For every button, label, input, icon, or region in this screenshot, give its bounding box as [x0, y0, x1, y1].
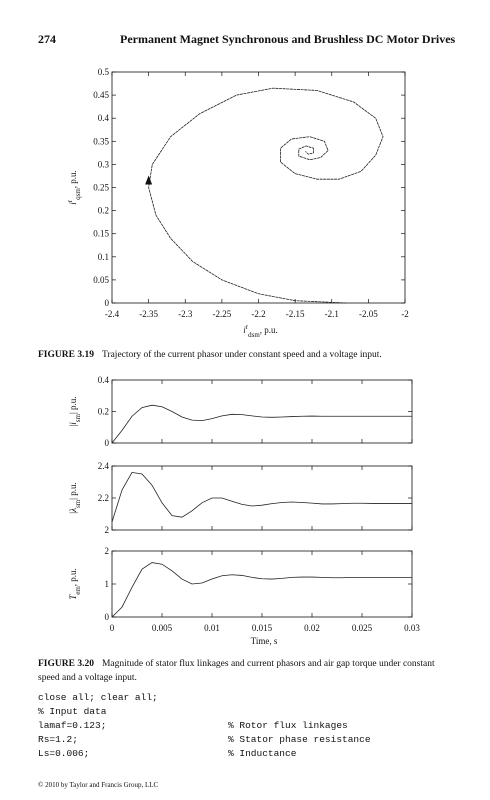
label-part: λ [68, 508, 78, 513]
label-part: r [246, 323, 249, 331]
running-title: Permanent Magnet Synchronous and Brushle… [120, 32, 456, 46]
x-tick-label: -2 [401, 309, 409, 319]
direction-arrow [145, 175, 153, 185]
data-line [111, 562, 412, 618]
label-part: | [68, 425, 78, 427]
label-part: i [68, 422, 78, 425]
label-part: r [66, 199, 74, 202]
y-tick-label: 0 [105, 438, 110, 448]
y-tick-label: 2 [105, 546, 110, 556]
x-tick-label: 0 [110, 623, 115, 633]
x-tick-label: -2.05 [359, 309, 378, 319]
y-tick-label: 0.25 [93, 183, 109, 193]
x-tick-label: -2.15 [286, 309, 305, 319]
code-line: lamaf=0.123; [38, 720, 107, 731]
label-part: , p.u. [260, 325, 278, 335]
y-tick-label: 0.2 [98, 407, 109, 417]
y-tick-label: 2 [105, 525, 110, 535]
label-part: em [74, 586, 82, 595]
label-part: sm [74, 499, 82, 508]
x-tick-label: -2.2 [251, 309, 265, 319]
data-line [148, 87, 384, 304]
caption-text: Magnitude of stator flux linkages and cu… [38, 659, 435, 683]
y-tick-label: 0 [105, 612, 110, 622]
label-part: dsm [248, 331, 260, 339]
y-tick-label: 0.1 [98, 252, 109, 262]
data-line [111, 471, 412, 523]
y-tick-label: 0.2 [98, 206, 109, 216]
code-comment: % Inductance [228, 748, 297, 759]
label-part: , p.u. [68, 568, 78, 586]
plot-frame [111, 550, 413, 618]
y-tick-label: 2.4 [98, 461, 110, 471]
code-comment: % Stator phase resistance [228, 734, 371, 745]
code-comment: % Rotor flux linkages [228, 720, 348, 731]
label-part: i [243, 325, 246, 335]
plot-frame [111, 71, 406, 304]
page-number: 274 [38, 32, 56, 46]
y-tick-label: 0.4 [98, 375, 110, 385]
label-part: | p.u. [68, 482, 78, 500]
x-tick-label: -2.1 [325, 309, 339, 319]
y-tick-label: 0.5 [98, 67, 110, 77]
code-line: Ls=0.006; [38, 748, 90, 759]
label-part: sm [74, 413, 82, 422]
plot-frame [111, 465, 413, 531]
label-part: Time, s [251, 636, 278, 646]
x-tick-label: 0.015 [252, 623, 273, 633]
caption: FIGURE 3.20 Magnitude of stator flux link… [38, 657, 458, 685]
y-tick-label: 0.05 [93, 275, 109, 285]
y-tick-label: 1 [105, 579, 110, 589]
axis-label: irdsm, p.u. [243, 323, 278, 339]
x-tick-label: 0.03 [404, 623, 420, 633]
x-tick-label: 0.025 [352, 623, 373, 633]
axis-label: Tem, p.u. [68, 568, 82, 600]
axis-label: |λsm| p.u. [68, 482, 82, 513]
caption-text: Trajectory of the current phasor under c… [101, 350, 382, 360]
y-tick-label: 2.2 [98, 493, 109, 503]
axis-label: irqsm, p.u. [66, 170, 82, 205]
x-tick-label: -2.25 [213, 309, 232, 319]
caption-label: FIGURE 3.20 [38, 659, 94, 669]
x-tick-label: -2.3 [178, 309, 193, 319]
y-tick-label: 0.15 [93, 229, 109, 239]
code-line: % Input data [38, 706, 107, 717]
code-line: Rs=1.2; [38, 734, 78, 745]
x-tick-label: 0.01 [204, 623, 220, 633]
x-tick-label: 0.02 [304, 623, 320, 633]
label-part: , p.u. [68, 170, 78, 188]
label-part: T [68, 594, 78, 600]
x-tick-label: -2.4 [105, 309, 120, 319]
caption-label: FIGURE 3.19 [38, 350, 94, 360]
x-tick-label: -2.35 [139, 309, 158, 319]
y-tick-label: 0 [105, 298, 110, 308]
plot-frame [111, 379, 413, 444]
code-line: close all; clear all; [38, 692, 158, 703]
y-tick-label: 0.35 [93, 136, 109, 146]
axis-label: Time, s [251, 636, 278, 646]
y-tick-label: 0.4 [98, 113, 110, 123]
y-tick-label: 0.45 [93, 90, 109, 100]
axis-label: |ism| p.u. [68, 396, 82, 426]
footer: © 2010 by Taylor and Francis Group, LLC [38, 781, 159, 789]
label-part: qsm [74, 188, 82, 200]
x-tick-label: 0.005 [152, 623, 173, 633]
label-part: i [68, 202, 78, 205]
data-line [111, 404, 412, 444]
label-part: | p.u. [68, 396, 78, 414]
caption: FIGURE 3.19 Trajectory of the current pha… [38, 348, 458, 362]
y-tick-label: 0.3 [98, 159, 110, 169]
label-part: | [68, 512, 78, 514]
